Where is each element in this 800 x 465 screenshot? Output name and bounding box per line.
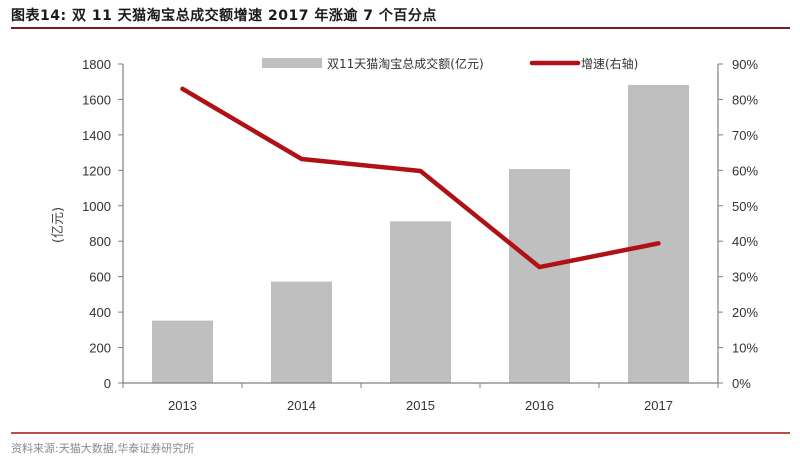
bar-2013 xyxy=(152,320,213,383)
right-tick-label: 30% xyxy=(732,270,758,285)
right-tick-label: 70% xyxy=(732,128,758,143)
x-tick-label: 2016 xyxy=(525,398,554,413)
source-note: 资料来源:天猫大数据,华泰证券研究所 xyxy=(11,442,195,455)
footer-divider xyxy=(11,432,790,434)
legend: 双11天猫淘宝总成交额(亿元) 增速(右轴) xyxy=(262,56,638,71)
bar-2015 xyxy=(390,221,451,383)
right-tick-label: 0% xyxy=(732,376,751,391)
left-tick-label: 1200 xyxy=(82,163,111,178)
left-axis-title: (亿元) xyxy=(51,207,66,243)
right-tick-label: 10% xyxy=(732,341,758,356)
legend-bar-label: 双11天猫淘宝总成交额(亿元) xyxy=(327,56,484,71)
right-tick-label: 40% xyxy=(732,234,758,249)
bar-2017 xyxy=(628,84,689,383)
line-series xyxy=(180,86,661,270)
combo-chart: 0 200 400 600 800 1000 1200 1400 1600 1800 0% 10% 20… xyxy=(51,56,758,413)
left-tick-label: 0 xyxy=(104,376,111,391)
left-tick-label: 600 xyxy=(89,270,111,285)
right-tick-label: 90% xyxy=(732,57,758,72)
left-tick-label: 1000 xyxy=(82,199,111,214)
bar-2016 xyxy=(509,169,570,383)
left-tick-label: 1400 xyxy=(82,128,111,143)
x-tick-label: 2014 xyxy=(287,398,316,413)
right-tick-label: 50% xyxy=(732,199,758,214)
left-tick-label: 400 xyxy=(89,305,111,320)
right-tick-label: 20% xyxy=(732,305,758,320)
x-tick-label: 2017 xyxy=(644,398,673,413)
x-tick-label: 2013 xyxy=(168,398,197,413)
figure-title: 图表14: 双 11 天猫淘宝总成交额增速 2017 年涨逾 7 个百分点 xyxy=(11,8,437,24)
bar-2014 xyxy=(271,281,332,383)
legend-bar-swatch xyxy=(262,58,322,68)
left-tick-label: 1800 xyxy=(82,57,111,72)
left-tick-label: 200 xyxy=(89,341,111,356)
left-tick-label: 1600 xyxy=(82,92,111,107)
left-tick-label: 800 xyxy=(89,234,111,249)
growth-rate-line xyxy=(180,86,661,270)
title-divider xyxy=(11,27,790,29)
legend-line-label: 增速(右轴) xyxy=(581,56,638,71)
right-tick-label: 60% xyxy=(732,163,758,178)
bar-series xyxy=(152,84,689,383)
axes: 0 200 400 600 800 1000 1200 1400 1600 1800 0% 10% 20… xyxy=(51,57,758,413)
x-tick-label: 2015 xyxy=(406,398,435,413)
right-tick-label: 80% xyxy=(732,92,758,107)
